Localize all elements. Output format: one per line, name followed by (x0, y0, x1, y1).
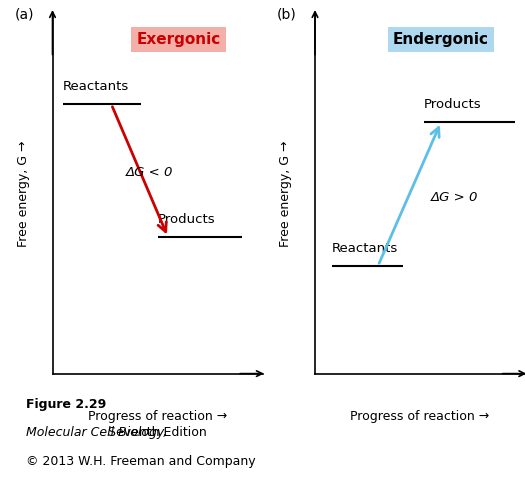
Text: Products: Products (158, 213, 215, 227)
Text: © 2013 W.H. Freeman and Company: © 2013 W.H. Freeman and Company (26, 455, 256, 468)
Text: Reactants: Reactants (332, 242, 398, 255)
Text: ΔG > 0: ΔG > 0 (430, 191, 478, 204)
Text: (b): (b) (277, 7, 297, 21)
Text: Seventh Edition: Seventh Edition (104, 426, 207, 439)
Text: Free energy, G →: Free energy, G → (17, 141, 29, 247)
Text: Reactants: Reactants (63, 80, 129, 93)
Text: Progress of reaction →: Progress of reaction → (350, 410, 490, 422)
Text: Products: Products (424, 98, 482, 112)
Text: Endergonic: Endergonic (393, 32, 489, 47)
Text: ΔG < 0: ΔG < 0 (126, 166, 173, 179)
Text: (a): (a) (15, 7, 34, 21)
Text: Molecular Cell Biology,: Molecular Cell Biology, (26, 426, 167, 439)
Text: Figure 2.29: Figure 2.29 (26, 398, 107, 411)
Text: Free energy, G →: Free energy, G → (279, 141, 292, 247)
Text: Exergonic: Exergonic (136, 32, 220, 47)
Text: Progress of reaction →: Progress of reaction → (88, 410, 227, 422)
